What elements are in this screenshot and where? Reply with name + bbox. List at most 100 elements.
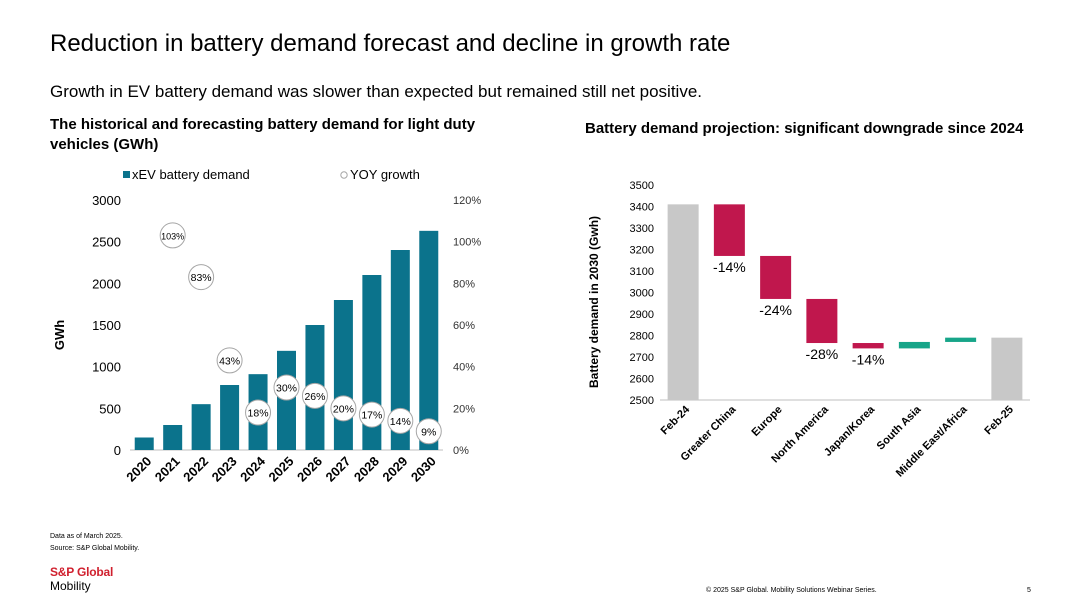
y-tick-label: 3300 <box>630 223 654 235</box>
waterfall-bar-middle-east-africa <box>945 337 977 342</box>
bar-2020 <box>134 437 154 450</box>
yoy-bubble-label: 18% <box>248 408 269 420</box>
waterfall-bar-greater-china <box>713 204 745 256</box>
bar-2027 <box>333 300 353 450</box>
yoy-bubble-label: 83% <box>191 272 212 284</box>
yoy-bubble-label: 103% <box>161 231 184 241</box>
bar-2030 <box>419 230 439 450</box>
yoy-bubble-circle <box>245 399 272 426</box>
logo-line-1: S&P Global <box>50 565 114 579</box>
yoy-bubble-circle <box>301 382 328 409</box>
x-tick-label: 2028 <box>351 454 382 485</box>
y-tick-label: 3500 <box>630 180 654 192</box>
legend-swatch-yoy <box>340 171 348 179</box>
y2-tick-label: 20% <box>453 403 475 415</box>
yoy-bubble-2030: 9% <box>415 418 442 445</box>
copyright: © 2025 S&P Global. Mobility Solutions We… <box>706 587 877 594</box>
y-tick-label: 3000 <box>92 193 121 208</box>
y-axis-label: Battery demand in 2030 (Gwh) <box>587 216 601 388</box>
yoy-bubble-circle <box>273 374 300 401</box>
yoy-bubble-2021: 103% <box>159 222 186 249</box>
y-tick-label: 3100 <box>630 266 654 278</box>
yoy-bubble-circle <box>358 401 385 428</box>
y-tick-label: 1000 <box>92 360 121 375</box>
yoy-bubble-circle <box>216 347 243 374</box>
chart-legend: xEV battery demand YOY growth <box>123 167 420 182</box>
legend-swatch-bar <box>123 171 130 178</box>
yoy-bubble-label: 17% <box>361 410 382 422</box>
x-tick-label: Feb-25 <box>982 404 1016 438</box>
yoy-bubble-2029: 14% <box>387 407 414 434</box>
y-tick-label: 3200 <box>630 245 654 257</box>
bar-2023 <box>220 385 240 450</box>
waterfall-bar-europe <box>760 255 792 299</box>
battery-demand-bar-chart: xEV battery demand YOY growth 0 500 1000 1500… <box>52 167 481 485</box>
yoy-bubble-circle <box>330 395 357 422</box>
y2-tick-label: 120% <box>453 195 481 207</box>
yoy-bubble-2027: 20% <box>330 395 357 422</box>
yoy-bubble-circle <box>159 222 186 249</box>
yoy-bubble-label: 14% <box>390 416 411 428</box>
y-tick-label: 2500 <box>92 235 121 250</box>
x-tick-label: 2022 <box>180 454 211 485</box>
footnotes: Data as of March 2025. Source: S&P Globa… <box>50 531 139 555</box>
slide-title: Reduction in battery demand forecast and… <box>50 30 731 57</box>
y2-tick-label: 60% <box>453 320 475 332</box>
waterfall-data-label: -14% <box>852 351 885 367</box>
waterfall-data-label: -28% <box>806 346 839 362</box>
waterfall-bar-south-asia <box>898 341 930 349</box>
x-tick-label: 2030 <box>408 454 439 485</box>
y-tick-label: 2800 <box>630 331 654 343</box>
waterfall-data-label: -14% <box>713 259 746 275</box>
y-tick-label: 3400 <box>630 202 654 214</box>
y-tick-label: 500 <box>99 401 121 416</box>
waterfall-bar-north-america <box>806 298 838 344</box>
yoy-bubble-circle <box>415 418 442 445</box>
x-tick-label: 2021 <box>152 454 183 485</box>
x-tick-label: Japan/Korea <box>822 403 878 459</box>
waterfall-bar-japan-korea <box>852 343 884 349</box>
yoy-bubble-circle <box>188 264 215 291</box>
y-tick-label: 0 <box>114 443 121 458</box>
bar-2029 <box>390 250 410 450</box>
y-tick-label: 2900 <box>630 309 654 321</box>
y-tick-label: 2600 <box>630 374 654 386</box>
waterfall-bar-feb-25 <box>991 337 1023 400</box>
legend-label-battery-demand: xEV battery demand <box>132 167 250 182</box>
logo-line-2: Mobility <box>50 579 91 593</box>
slide-subtitle: Growth in EV battery demand was slower t… <box>50 82 703 101</box>
yoy-bubble-label: 26% <box>304 391 325 403</box>
yoy-bubble-circle <box>387 407 414 434</box>
x-tick-label: 2023 <box>209 454 240 485</box>
yoy-bubble-2026: 26% <box>301 382 328 409</box>
x-tick-label: Feb-24 <box>659 403 693 437</box>
y2-tick-label: 40% <box>453 362 475 374</box>
x-tick-label: 2029 <box>379 454 410 485</box>
yoy-bubble-2022: 83% <box>188 264 215 291</box>
y-axis-label: GWh <box>52 320 67 350</box>
y-tick-label: 3000 <box>630 288 654 300</box>
bar-2022 <box>191 404 211 450</box>
yoy-bubble-label: 9% <box>421 426 436 438</box>
y2-tick-label: 80% <box>453 278 475 290</box>
y2-tick-label: 0% <box>453 445 469 457</box>
bar-2021 <box>163 425 183 450</box>
y-tick-label: 2500 <box>630 395 654 407</box>
x-tick-label: Europe <box>749 404 784 439</box>
x-tick-label: 2024 <box>237 453 269 485</box>
x-tick-label: 2027 <box>322 454 353 485</box>
sp-global-logo: S&P Global Mobility <box>50 565 113 593</box>
waterfall-data-label: -24% <box>759 302 792 318</box>
x-tick-label: 2020 <box>123 454 154 485</box>
waterfall-bar-feb-24 <box>667 204 699 400</box>
yoy-bubble-label: 30% <box>276 383 297 395</box>
waterfall-chart: 2500 2600 2700 2800 2900 3000 3100 3200 3300 3400… <box>587 180 1030 480</box>
right-chart-title: Battery demand projection: significant d… <box>585 120 1024 137</box>
yoy-bubble-2023: 43% <box>216 347 243 374</box>
x-tick-label: 2025 <box>266 454 297 485</box>
y-tick-label: 2000 <box>92 276 121 291</box>
y-tick-label: 1500 <box>92 318 121 333</box>
yoy-bubble-label: 20% <box>333 403 354 415</box>
left-chart-title: The historical and forecasting battery d… <box>50 116 476 153</box>
x-tick-label: 2026 <box>294 454 325 485</box>
